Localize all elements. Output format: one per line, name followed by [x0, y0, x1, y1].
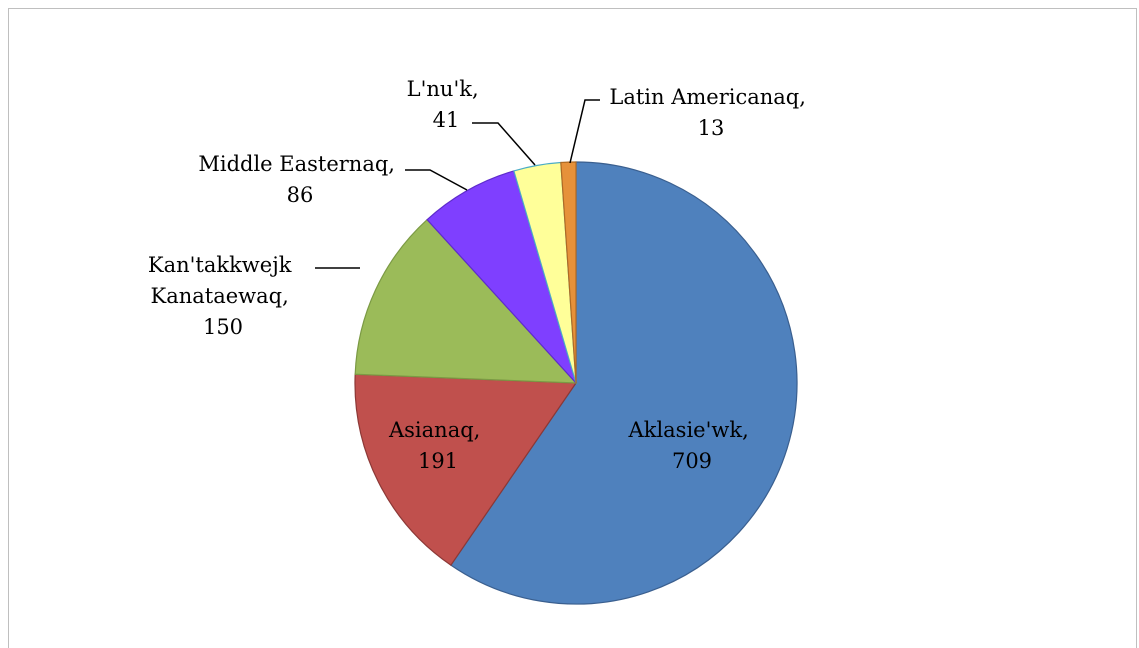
data-labels: Aklasie'wk, 709 Asianaq, 191 Kan'takkwej… — [148, 77, 812, 473]
pie-slice-asianaq — [354, 373, 578, 566]
pie-slices — [354, 161, 798, 605]
data-label-aklasiewk: Aklasie'wk, 709 — [628, 418, 756, 473]
data-label-kantakkwejk: Kan'takkwejk Kanataewaq, 150 — [148, 253, 298, 339]
pie-slice-aklasie-wk — [450, 161, 798, 605]
leader-lines — [315, 99, 600, 269]
data-label-lnuk: L'nu'k, 41 — [407, 77, 486, 132]
leader-line-latin-americanaq — [569, 99, 600, 164]
data-label-asianaq: Asianaq, 191 — [388, 418, 487, 473]
pie-slice-middle-easternaq — [426, 170, 577, 384]
pie-slice-kan-takkwejk-kanataewaq — [354, 218, 578, 384]
pie-slice-latin-americanaq — [560, 161, 577, 384]
data-label-latin-americanaq: Latin Americanaq, 13 — [609, 85, 812, 140]
leader-line-lnuk — [472, 122, 536, 166]
leader-line-middle-easternaq — [405, 169, 468, 191]
data-label-middle-easternaq: Middle Easternaq, 86 — [198, 152, 401, 207]
